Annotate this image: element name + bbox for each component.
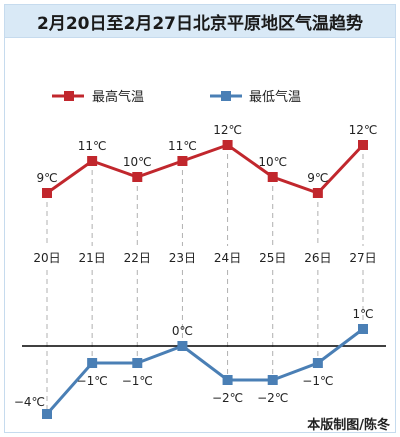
legend-low-marker [221,91,231,101]
title-bar: 2月20日至2月27日北京平原地区气温趋势 [4,4,396,38]
high-point [358,140,368,150]
low-point [358,324,368,334]
high-value-label: 10℃ [123,155,152,169]
low-value-label: −1℃ [302,374,333,388]
x-tick-label: 21日 [79,251,106,265]
low-point [312,358,323,368]
x-tick-label: 20日 [33,251,60,265]
high-series: 9℃ 11℃ 10℃ 11℃ 12℃ 10℃ 9℃ 12℃ [36,123,377,198]
low-value-label: 0℃ [172,324,193,338]
low-value-label: −1℃ [77,374,108,388]
high-point [87,156,98,166]
high-point [177,156,188,166]
low-value-label: −4℃ [14,395,45,409]
high-value-label: 12℃ [213,123,242,137]
low-point [267,375,278,385]
x-tick-label: 24日 [214,251,241,265]
low-point [222,375,233,385]
high-value-label: 9℃ [36,171,57,185]
low-value-label: −1℃ [122,374,153,388]
high-value-label: 11℃ [78,139,107,153]
credit: 本版制图/陈冬 [307,418,390,433]
low-line [45,327,364,415]
legend-low-label: 最低气温 [249,89,301,105]
high-value-label: 11℃ [168,139,197,153]
chart-title: 2月20日至2月27日北京平原地区气温趋势 [37,13,363,34]
low-point [132,358,143,368]
high-line [46,143,365,195]
plot-box [4,38,396,433]
high-point [132,172,143,182]
x-tick-label: 25日 [259,251,286,265]
high-value-label: 10℃ [258,155,287,169]
legend-high-marker [64,91,74,101]
legend-high-label: 最高气温 [92,89,144,105]
low-value-label: −2℃ [212,391,243,405]
high-value-label: 12℃ [349,123,378,137]
x-tick-label: 27日 [349,251,376,265]
low-value-label: 1℃ [352,307,373,321]
high-point [222,140,233,150]
low-point [177,341,188,351]
low-series: −4℃ −1℃ −1℃ 0℃ −2℃ −2℃ −1℃ 1℃ [14,307,374,419]
x-tick-labels: 20日 21日 22日 23日 24日 25日 26日 27日 [33,251,376,265]
high-value-label: 9℃ [307,171,328,185]
low-point [42,409,52,419]
low-value-label: −2℃ [257,391,288,405]
low-point [87,358,98,368]
high-point [42,188,52,198]
high-point [312,188,323,198]
x-tick-label: 23日 [169,251,196,265]
high-point [267,172,278,182]
guide-lines [46,145,364,414]
legend: 最高气温 最低气温 [52,89,301,105]
x-tick-label: 22日 [124,251,151,265]
x-tick-label: 26日 [304,251,331,265]
